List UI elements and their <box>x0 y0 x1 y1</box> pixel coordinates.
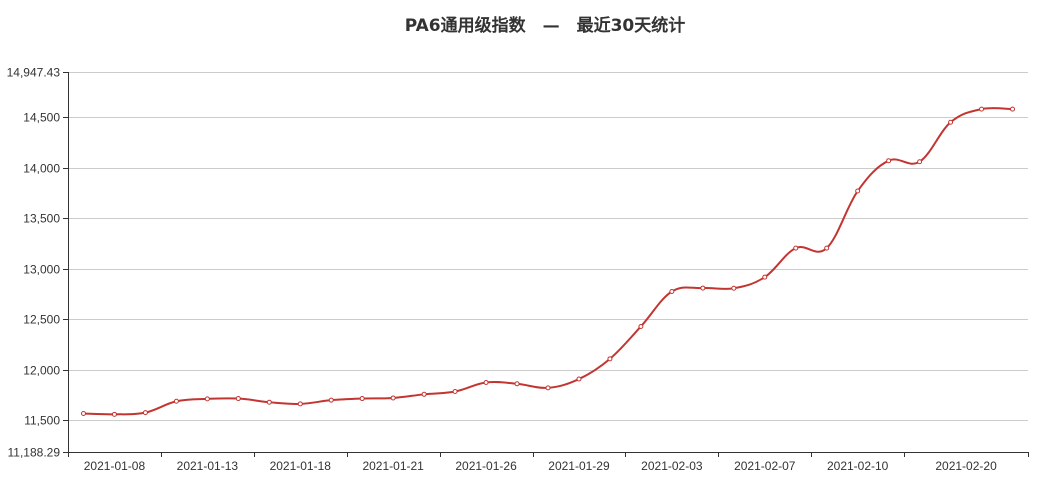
data-point <box>979 106 985 112</box>
data-point <box>731 285 737 291</box>
x-tick-label: 2021-01-26 <box>455 459 517 473</box>
y-tick-label: 14,000 <box>23 162 60 176</box>
data-point <box>421 391 427 397</box>
data-point <box>948 119 954 125</box>
data-point <box>638 323 644 329</box>
data-point <box>142 410 148 416</box>
series-layer <box>80 106 1016 417</box>
chart-title: PA6通用级指数 — 最近30天统计 <box>405 15 686 36</box>
data-point <box>1010 106 1016 112</box>
data-point <box>886 158 892 164</box>
y-tick-label: 12,000 <box>23 364 60 378</box>
x-tick-label: 2021-01-08 <box>84 459 146 473</box>
y-tick-label: 13,000 <box>23 263 60 277</box>
data-point <box>297 401 303 407</box>
data-point <box>390 395 396 401</box>
y-tick-label: 14,947.43 <box>7 66 61 80</box>
y-tick-label: 11,188.29 <box>8 446 61 460</box>
y-tick-label: 14,500 <box>23 111 60 125</box>
x-tick-label: 2021-01-21 <box>362 459 424 473</box>
data-point <box>576 376 582 382</box>
data-point <box>204 396 210 402</box>
y-axis-tick-labels: 11,188.29 11,500 12,000 12,500 13,000 13,500 1… <box>7 66 61 460</box>
data-point <box>855 188 861 194</box>
data-point <box>762 274 768 280</box>
x-axis-tick-labels: 2021-01-08 2021-01-13 2021-01-18 2021-01-21… <box>84 459 997 473</box>
y-tick-label: 11,500 <box>24 414 60 428</box>
data-point <box>514 381 520 387</box>
data-point <box>235 396 241 402</box>
x-tick-label: 2021-02-03 <box>641 459 703 473</box>
data-point <box>452 388 458 394</box>
x-tick-label: 2021-01-13 <box>177 459 239 473</box>
y-tick-label: 12,500 <box>23 313 60 327</box>
data-point <box>545 385 551 391</box>
axes <box>63 72 1029 457</box>
x-tick-label: 2021-01-29 <box>548 459 610 473</box>
series-line <box>83 107 1013 416</box>
x-tick-label: 2021-02-20 <box>935 459 997 473</box>
data-point <box>483 379 489 385</box>
data-point <box>824 245 830 251</box>
y-tick-label: 13,500 <box>23 212 60 226</box>
x-tick-label: 2021-02-07 <box>734 459 796 473</box>
data-point <box>669 289 675 294</box>
data-point <box>111 411 117 417</box>
grid-lines <box>68 72 1028 421</box>
data-point <box>359 396 365 402</box>
data-point <box>80 411 86 417</box>
data-point <box>793 245 799 251</box>
x-tick-label: 2021-01-18 <box>270 459 332 473</box>
data-point <box>266 399 272 405</box>
data-point <box>173 398 179 404</box>
data-point <box>917 159 923 165</box>
x-tick-label: 2021-02-10 <box>827 459 889 473</box>
data-point <box>607 356 613 362</box>
data-point <box>328 397 334 403</box>
data-point <box>700 285 706 291</box>
